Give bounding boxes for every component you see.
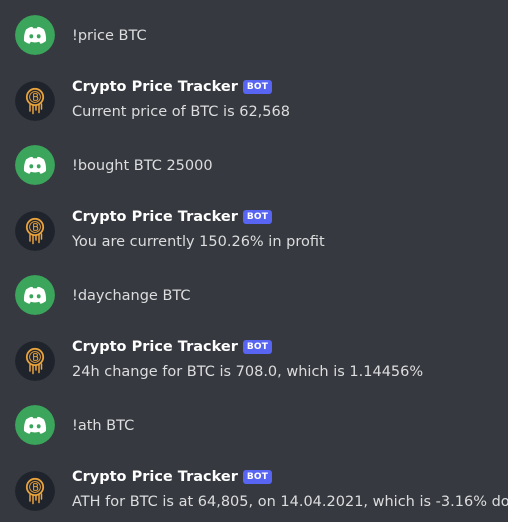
bot-message: Crypto Price Tracker BOT ATH for BTC is … xyxy=(0,465,508,513)
bot-username[interactable]: Crypto Price Tracker xyxy=(72,339,238,355)
bot-badge: BOT xyxy=(243,340,272,354)
message-text: !price BTC xyxy=(72,26,147,46)
bot-badge: BOT xyxy=(243,80,272,94)
user-avatar[interactable] xyxy=(15,275,55,315)
bot-avatar[interactable] xyxy=(15,471,55,511)
message-text: You are currently 150.26% in profit xyxy=(72,232,325,252)
bot-message: Crypto Price Tracker BOT You are current… xyxy=(0,205,508,253)
bot-avatar[interactable] xyxy=(15,341,55,381)
bitcoin-coin-icon xyxy=(15,211,55,251)
bot-badge: BOT xyxy=(243,210,272,224)
message-header: Crypto Price Tracker BOT xyxy=(72,77,272,97)
user-avatar[interactable] xyxy=(15,405,55,445)
message-text: !bought BTC 25000 xyxy=(72,156,213,176)
user-message: !bought BTC 25000 xyxy=(0,145,508,193)
message-header: Crypto Price Tracker BOT xyxy=(72,337,272,357)
bot-message: Crypto Price Tracker BOT Current price o… xyxy=(0,75,508,123)
user-message: !daychange BTC xyxy=(0,275,508,323)
bitcoin-coin-icon xyxy=(15,471,55,511)
bitcoin-coin-icon xyxy=(15,81,55,121)
message-header: Crypto Price Tracker BOT xyxy=(72,207,272,227)
bot-username[interactable]: Crypto Price Tracker xyxy=(72,469,238,485)
discord-logo-icon xyxy=(15,15,55,55)
bot-message: Crypto Price Tracker BOT 24h change for … xyxy=(0,335,508,383)
discord-logo-icon xyxy=(15,145,55,185)
message-text: !ath BTC xyxy=(72,416,134,436)
message-text: ATH for BTC is at 64,805, on 14.04.2021,… xyxy=(72,492,508,512)
message-header: Crypto Price Tracker BOT xyxy=(72,467,272,487)
bot-avatar[interactable] xyxy=(15,211,55,251)
discord-logo-icon xyxy=(15,275,55,315)
user-message: !ath BTC xyxy=(0,405,508,453)
bot-avatar[interactable] xyxy=(15,81,55,121)
user-message: !price BTC xyxy=(0,15,508,63)
message-text: !daychange BTC xyxy=(72,286,191,306)
bot-username[interactable]: Crypto Price Tracker xyxy=(72,209,238,225)
message-text: 24h change for BTC is 708.0, which is 1.… xyxy=(72,362,423,382)
discord-logo-icon xyxy=(15,405,55,445)
bot-badge: BOT xyxy=(243,470,272,484)
user-avatar[interactable] xyxy=(15,145,55,185)
bot-username[interactable]: Crypto Price Tracker xyxy=(72,79,238,95)
bitcoin-coin-icon xyxy=(15,341,55,381)
user-avatar[interactable] xyxy=(15,15,55,55)
message-text: Current price of BTC is 62,568 xyxy=(72,102,290,122)
